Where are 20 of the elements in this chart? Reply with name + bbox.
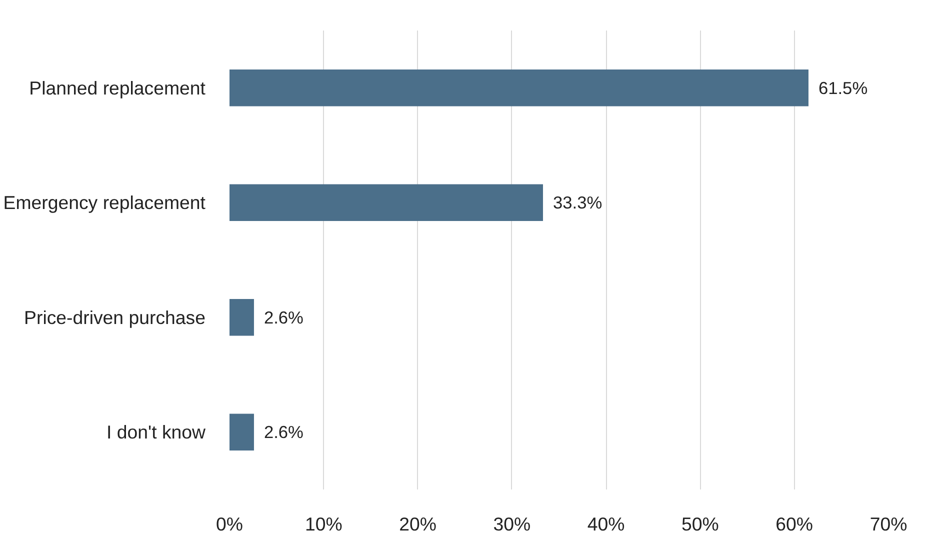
y-tick-label: Emergency replacement xyxy=(3,192,206,214)
bar xyxy=(230,414,254,450)
x-tick-label: 0% xyxy=(216,514,243,534)
x-tick-label: 20% xyxy=(399,514,436,534)
bar xyxy=(230,299,254,336)
x-tick-label: 50% xyxy=(682,514,719,534)
bar xyxy=(230,184,543,221)
data-label: 61.5% xyxy=(818,78,868,98)
x-tick-label: 10% xyxy=(304,514,342,534)
y-tick-label: Price-driven purchase xyxy=(24,306,206,328)
x-tick-label: 60% xyxy=(776,514,814,534)
data-label: 2.6% xyxy=(264,307,304,328)
x-tick-label: 70% xyxy=(870,514,908,534)
data-label: 33.3% xyxy=(552,192,602,213)
x-tick-label: 30% xyxy=(493,514,531,534)
y-tick-label: I don't know xyxy=(106,422,206,443)
bar xyxy=(230,70,808,106)
x-tick-label: 40% xyxy=(587,514,625,534)
y-tick-label: Planned replacement xyxy=(29,77,206,98)
data-label: 2.6% xyxy=(264,422,304,442)
